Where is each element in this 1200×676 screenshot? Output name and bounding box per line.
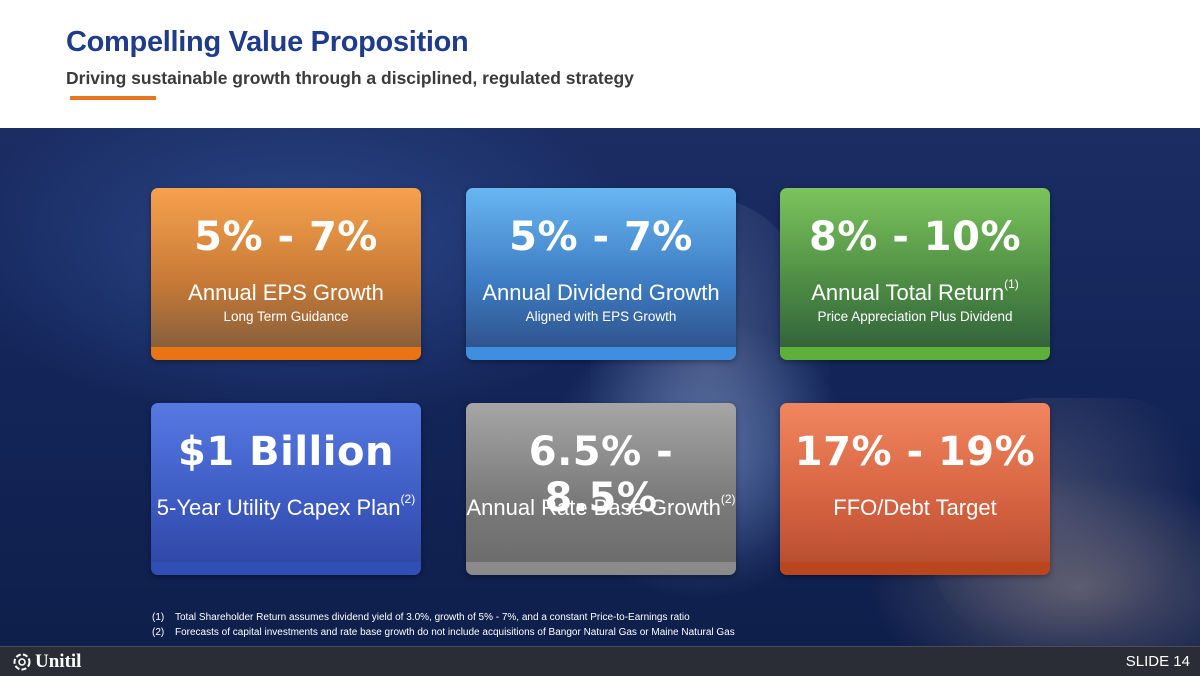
footnote-ref: (2) (400, 492, 416, 506)
card-capex-plan: $1 Billion 5-Year Utility Capex Plan(2) (151, 403, 421, 575)
card-detail: Aligned with EPS Growth (525, 309, 677, 324)
card-accent-band (780, 347, 1050, 360)
card-eps-growth: 5% - 7% Annual EPS Growth Long Term Guid… (151, 188, 421, 360)
card-dividend-growth: 5% - 7% Annual Dividend Growth Aligned w… (466, 188, 736, 360)
card-label: Annual EPS Growth (188, 280, 384, 305)
card-value: 5% - 7% (509, 214, 693, 260)
footnote-number: (1) (152, 612, 165, 623)
card-value: 8% - 10% (808, 214, 1022, 260)
card-label: Annual Total Return(1) (811, 277, 1019, 305)
footnote-text: Forecasts of capital investments and rat… (175, 627, 735, 638)
card-accent-band (466, 562, 736, 575)
footnote-text: Total Shareholder Return assumes dividen… (175, 612, 690, 623)
card-accent-band (151, 562, 421, 575)
footnote-ref: (2) (720, 492, 736, 506)
slide-number: SLIDE 14 (1125, 653, 1190, 670)
card-value: $1 Billion (178, 429, 394, 475)
unitil-logo-icon (13, 653, 31, 671)
card-value: 6.5% - 8.5% (528, 429, 674, 521)
footnote-ref: (1) (1004, 277, 1019, 291)
card-accent-band (151, 347, 421, 360)
card-rate-base-growth: 6.5% - 8.5% Annual Rate Base Growth(2) (466, 403, 736, 575)
company-logo: Unitil (12, 651, 81, 673)
slide-footer: Unitil SLIDE 14 (0, 646, 1200, 676)
card-accent-band (466, 347, 736, 360)
card-value: 17% - 19% (794, 429, 1036, 475)
card-accent-band (780, 562, 1050, 575)
footnote-2: (2) Forecasts of capital investments and… (152, 625, 735, 640)
card-total-return: 8% - 10% Annual Total Return(1) Price Ap… (780, 188, 1050, 360)
slide-header: Compelling Value Proposition Driving sus… (0, 0, 1200, 128)
card-detail: Price Appreciation Plus Dividend (817, 309, 1013, 324)
card-value: 5% - 7% (194, 214, 378, 260)
footnote-1: (1) Total Shareholder Return assumes div… (152, 610, 735, 625)
card-label: Annual Rate Base Growth(2) (466, 492, 736, 520)
hero-background-image: 5% - 7% Annual EPS Growth Long Term Guid… (0, 128, 1200, 646)
footnotes: (1) Total Shareholder Return assumes div… (152, 610, 735, 640)
card-label: 5-Year Utility Capex Plan(2) (156, 492, 416, 520)
card-detail: Long Term Guidance (223, 309, 349, 324)
card-ffo-debt-target: 17% - 19% FFO/Debt Target (780, 403, 1050, 575)
logo-text: Unitil (35, 651, 82, 672)
footnote-number: (2) (152, 627, 165, 638)
title-accent-line (70, 96, 156, 100)
card-label: Annual Dividend Growth (482, 280, 720, 305)
page-subtitle: Driving sustainable growth through a dis… (66, 68, 634, 88)
card-label: FFO/Debt Target (833, 495, 997, 520)
page-title: Compelling Value Proposition (66, 26, 469, 58)
